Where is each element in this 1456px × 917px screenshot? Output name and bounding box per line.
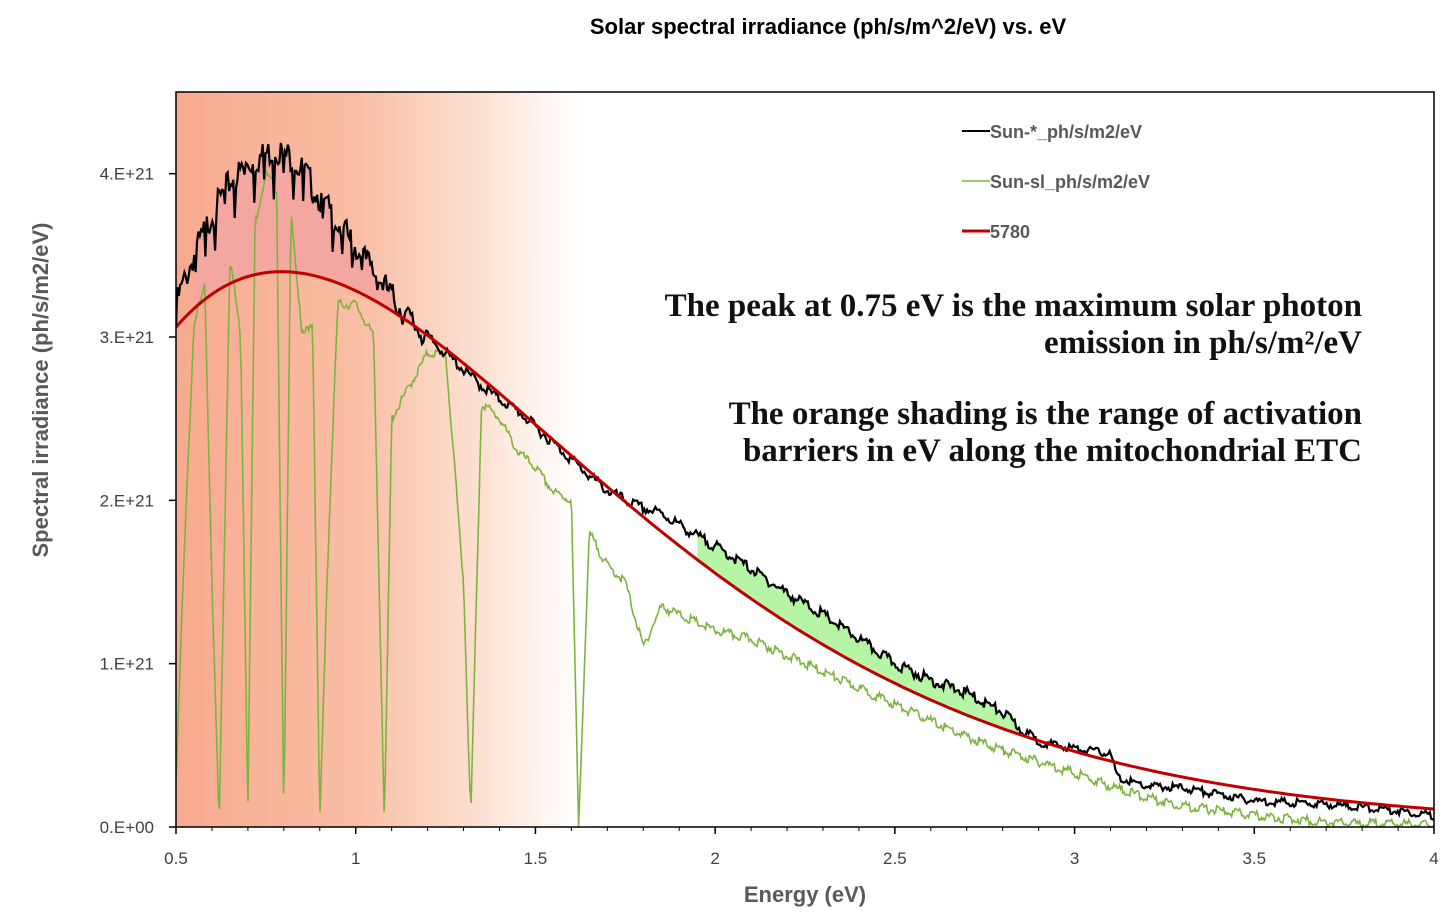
y-tick-label-0: 0.E+00 (100, 818, 154, 837)
y-tick-label-1: 1.E+21 (100, 655, 154, 674)
annotation-peak: The peak at 0.75 eV is the maximum solar… (665, 288, 1363, 361)
plot-area (176, 92, 1434, 827)
legend: Sun-*_ph/s/m2/eV Sun-sl_ph/s/m2/eV 5780 (962, 122, 1150, 242)
x-tick-label-4: 2.5 (883, 849, 907, 868)
x-tick-label-6: 3.5 (1242, 849, 1266, 868)
annotation-shading: The orange shading is the range of activ… (729, 396, 1362, 469)
series-5780-line (176, 270, 1434, 811)
y-axis: 0.E+00 1.E+21 2.E+21 3.E+21 4.E+21 (100, 165, 176, 837)
legend-label-5780: 5780 (990, 222, 1030, 242)
y-tick-label-3: 3.E+21 (100, 328, 154, 347)
x-axis: 0.5 1 1.5 2 2.5 3 3.5 4 (164, 827, 1439, 868)
annotation-peak-line-2: emission in ph/s/m²/eV (1044, 325, 1362, 361)
chart-title: Solar spectral irradiance (ph/s/m^2/eV) … (590, 14, 1067, 39)
x-tick-label-2: 1.5 (524, 849, 548, 868)
x-tick-label-7: 4 (1429, 849, 1438, 868)
annotation-peak-line-1: The peak at 0.75 eV is the maximum solar… (665, 288, 1362, 324)
y-tick-label-4: 4.E+21 (100, 165, 154, 184)
plot-frame (175, 91, 1435, 828)
legend-label-sun-sl: Sun-sl_ph/s/m2/eV (990, 172, 1150, 192)
annotation-shading-line-1: The orange shading is the range of activ… (729, 396, 1362, 432)
x-axis-title: Energy (eV) (744, 882, 866, 907)
series-sun-sl-line (176, 170, 1434, 827)
excess-fill-mid (697, 532, 1021, 735)
x-tick-label-1: 1 (351, 849, 360, 868)
x-tick-label-0: 0.5 (164, 849, 188, 868)
y-axis-title: Spectral irradiance (ph/s/m2/eV) (28, 222, 53, 557)
x-tick-label-5: 3 (1070, 849, 1079, 868)
legend-label-sun-star: Sun-*_ph/s/m2/eV (990, 122, 1142, 142)
y-tick-label-2: 2.E+21 (100, 491, 154, 510)
x-tick-label-3: 2 (710, 849, 719, 868)
annotation-shading-line-2: barriers in eV along the mitochondrial E… (743, 433, 1362, 469)
series-sun-star-line (176, 142, 1434, 821)
